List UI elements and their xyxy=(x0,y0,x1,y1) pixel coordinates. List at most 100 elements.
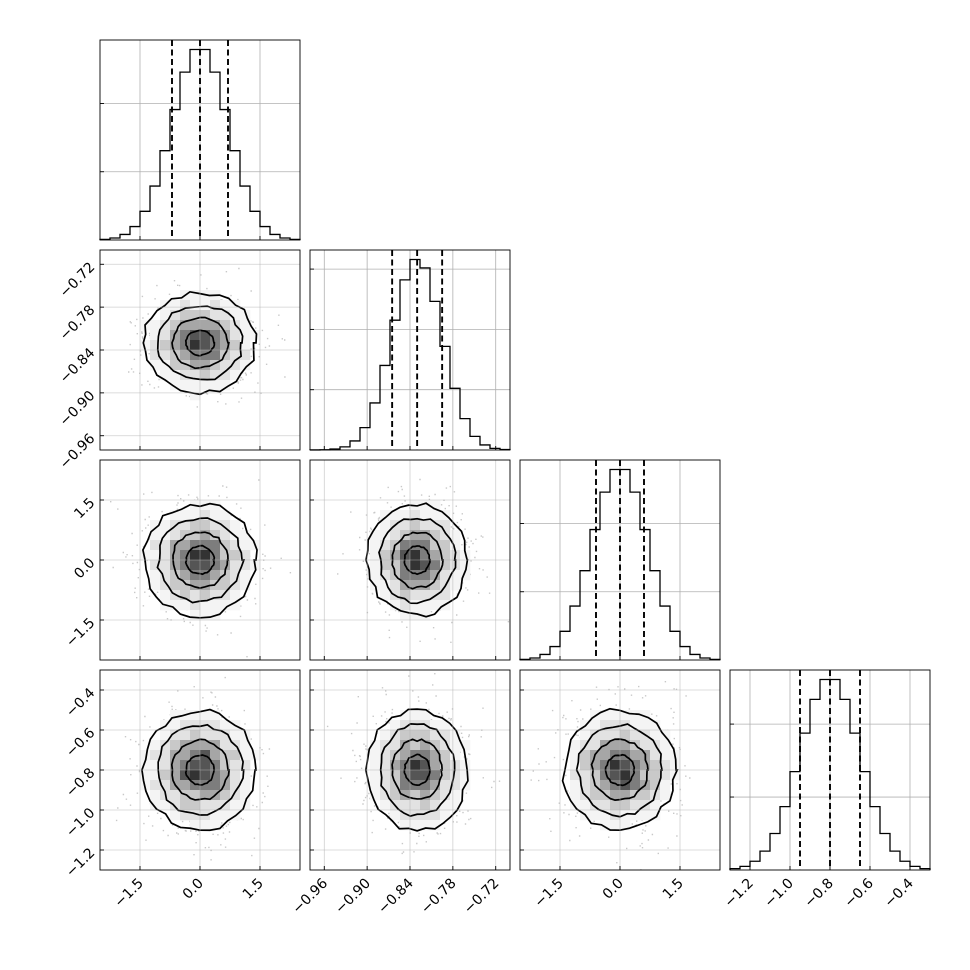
density-cell xyxy=(220,310,231,321)
density-cell xyxy=(390,790,401,801)
density-cell xyxy=(170,730,181,741)
contour-1 xyxy=(391,738,444,800)
density-cell xyxy=(170,710,181,721)
hist-frame xyxy=(729,669,931,871)
density-cell xyxy=(210,520,221,531)
density-cell xyxy=(610,720,621,731)
density-cell xyxy=(190,600,201,611)
density-cell xyxy=(460,770,471,781)
density-cell xyxy=(160,730,171,741)
density-cell xyxy=(190,590,201,601)
density-cell xyxy=(420,550,431,561)
density-cell xyxy=(190,750,201,761)
density-cell xyxy=(160,550,171,561)
hist-panel-2 xyxy=(519,459,721,661)
density-cell xyxy=(440,740,451,751)
density-cell xyxy=(220,740,231,751)
density-cell xyxy=(170,600,181,611)
density-cell xyxy=(370,560,381,571)
density-cell xyxy=(150,550,161,561)
scatter-panel-3-1 xyxy=(309,669,511,871)
hist-frame xyxy=(519,459,721,661)
density-cell xyxy=(650,810,661,821)
density-cell xyxy=(570,770,581,781)
density-cell xyxy=(590,730,601,741)
density-cell xyxy=(420,570,431,581)
density-cell xyxy=(240,330,251,341)
density-cell xyxy=(420,560,431,571)
density-cell xyxy=(230,770,241,781)
density-cell xyxy=(400,780,411,791)
contour-0 xyxy=(403,753,431,786)
panel-frame xyxy=(99,669,301,871)
density-cell xyxy=(190,730,201,741)
density-cell xyxy=(230,790,241,801)
density-cell xyxy=(200,610,211,621)
density-cell xyxy=(240,790,251,801)
density-cell xyxy=(440,550,451,561)
density-cell xyxy=(200,570,211,581)
density-cell xyxy=(590,770,601,781)
density-cell xyxy=(580,800,591,811)
density-cell xyxy=(590,760,601,771)
density-cell xyxy=(220,770,231,781)
density-cell xyxy=(370,740,381,751)
density-cell xyxy=(170,340,181,351)
panel-content xyxy=(115,676,271,861)
density-cell xyxy=(150,360,161,371)
density-cell xyxy=(180,300,191,311)
density-cell xyxy=(460,760,471,771)
density-cell xyxy=(430,500,441,511)
density-cell xyxy=(570,760,581,771)
density-cell xyxy=(640,740,651,751)
density-cell xyxy=(410,740,421,751)
density-cell xyxy=(170,760,181,771)
density-cell xyxy=(660,740,671,751)
density-cell xyxy=(200,550,211,561)
density-cell xyxy=(400,580,411,591)
density-cell xyxy=(410,550,421,561)
density-cell xyxy=(160,780,171,791)
panel-content xyxy=(530,681,691,870)
y-tick-label: −0.72 xyxy=(57,259,99,301)
density-cell xyxy=(180,380,191,391)
density-cell xyxy=(390,740,401,751)
density-cell xyxy=(150,540,161,551)
density-cell xyxy=(600,760,611,771)
density-cell xyxy=(210,370,221,381)
density-cell xyxy=(180,310,191,321)
density-cell xyxy=(420,810,431,821)
density-cell xyxy=(420,530,431,541)
density-cell xyxy=(420,730,431,741)
contour-0 xyxy=(184,754,216,786)
panel-content xyxy=(326,673,501,855)
density-cell xyxy=(210,540,221,551)
density-cell xyxy=(400,800,411,811)
x-tick-label: −1.5 xyxy=(111,876,146,911)
density-cell xyxy=(240,580,251,591)
density-cell xyxy=(190,530,201,541)
density-cell xyxy=(200,800,211,811)
density-cell xyxy=(190,330,201,341)
density-cell xyxy=(410,600,421,611)
density-cell xyxy=(380,510,391,521)
density-cell xyxy=(150,780,161,791)
density-cell xyxy=(450,730,461,741)
panel-content xyxy=(337,478,510,643)
density-cell xyxy=(180,590,191,601)
density-cell xyxy=(390,550,401,561)
density-cell xyxy=(640,790,651,801)
density-cell xyxy=(180,720,191,731)
density-cell xyxy=(180,750,191,761)
density-cell xyxy=(190,300,201,311)
y-tick-label: −1.2 xyxy=(63,845,98,880)
density-cell xyxy=(200,760,211,771)
density-cell xyxy=(230,330,241,341)
density-cell xyxy=(400,820,411,831)
y-tick-label: 0.0 xyxy=(71,555,98,582)
density-cell xyxy=(220,370,231,381)
density-cell xyxy=(230,570,241,581)
density-cell xyxy=(450,580,461,591)
density-cell xyxy=(660,790,671,801)
density-cell xyxy=(420,790,431,801)
